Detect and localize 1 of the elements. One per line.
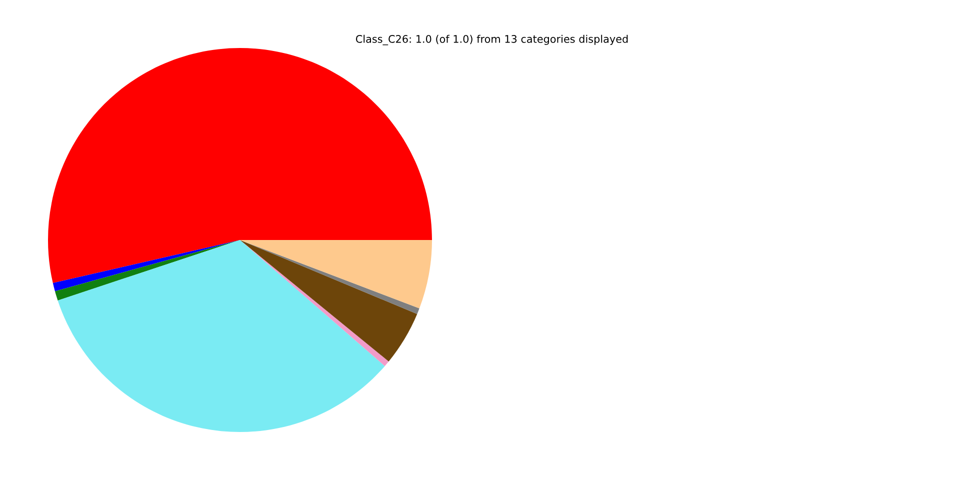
text: Class_C26: 1.0 (of 1.0) from 13 categories displayed	[356, 34, 628, 46]
